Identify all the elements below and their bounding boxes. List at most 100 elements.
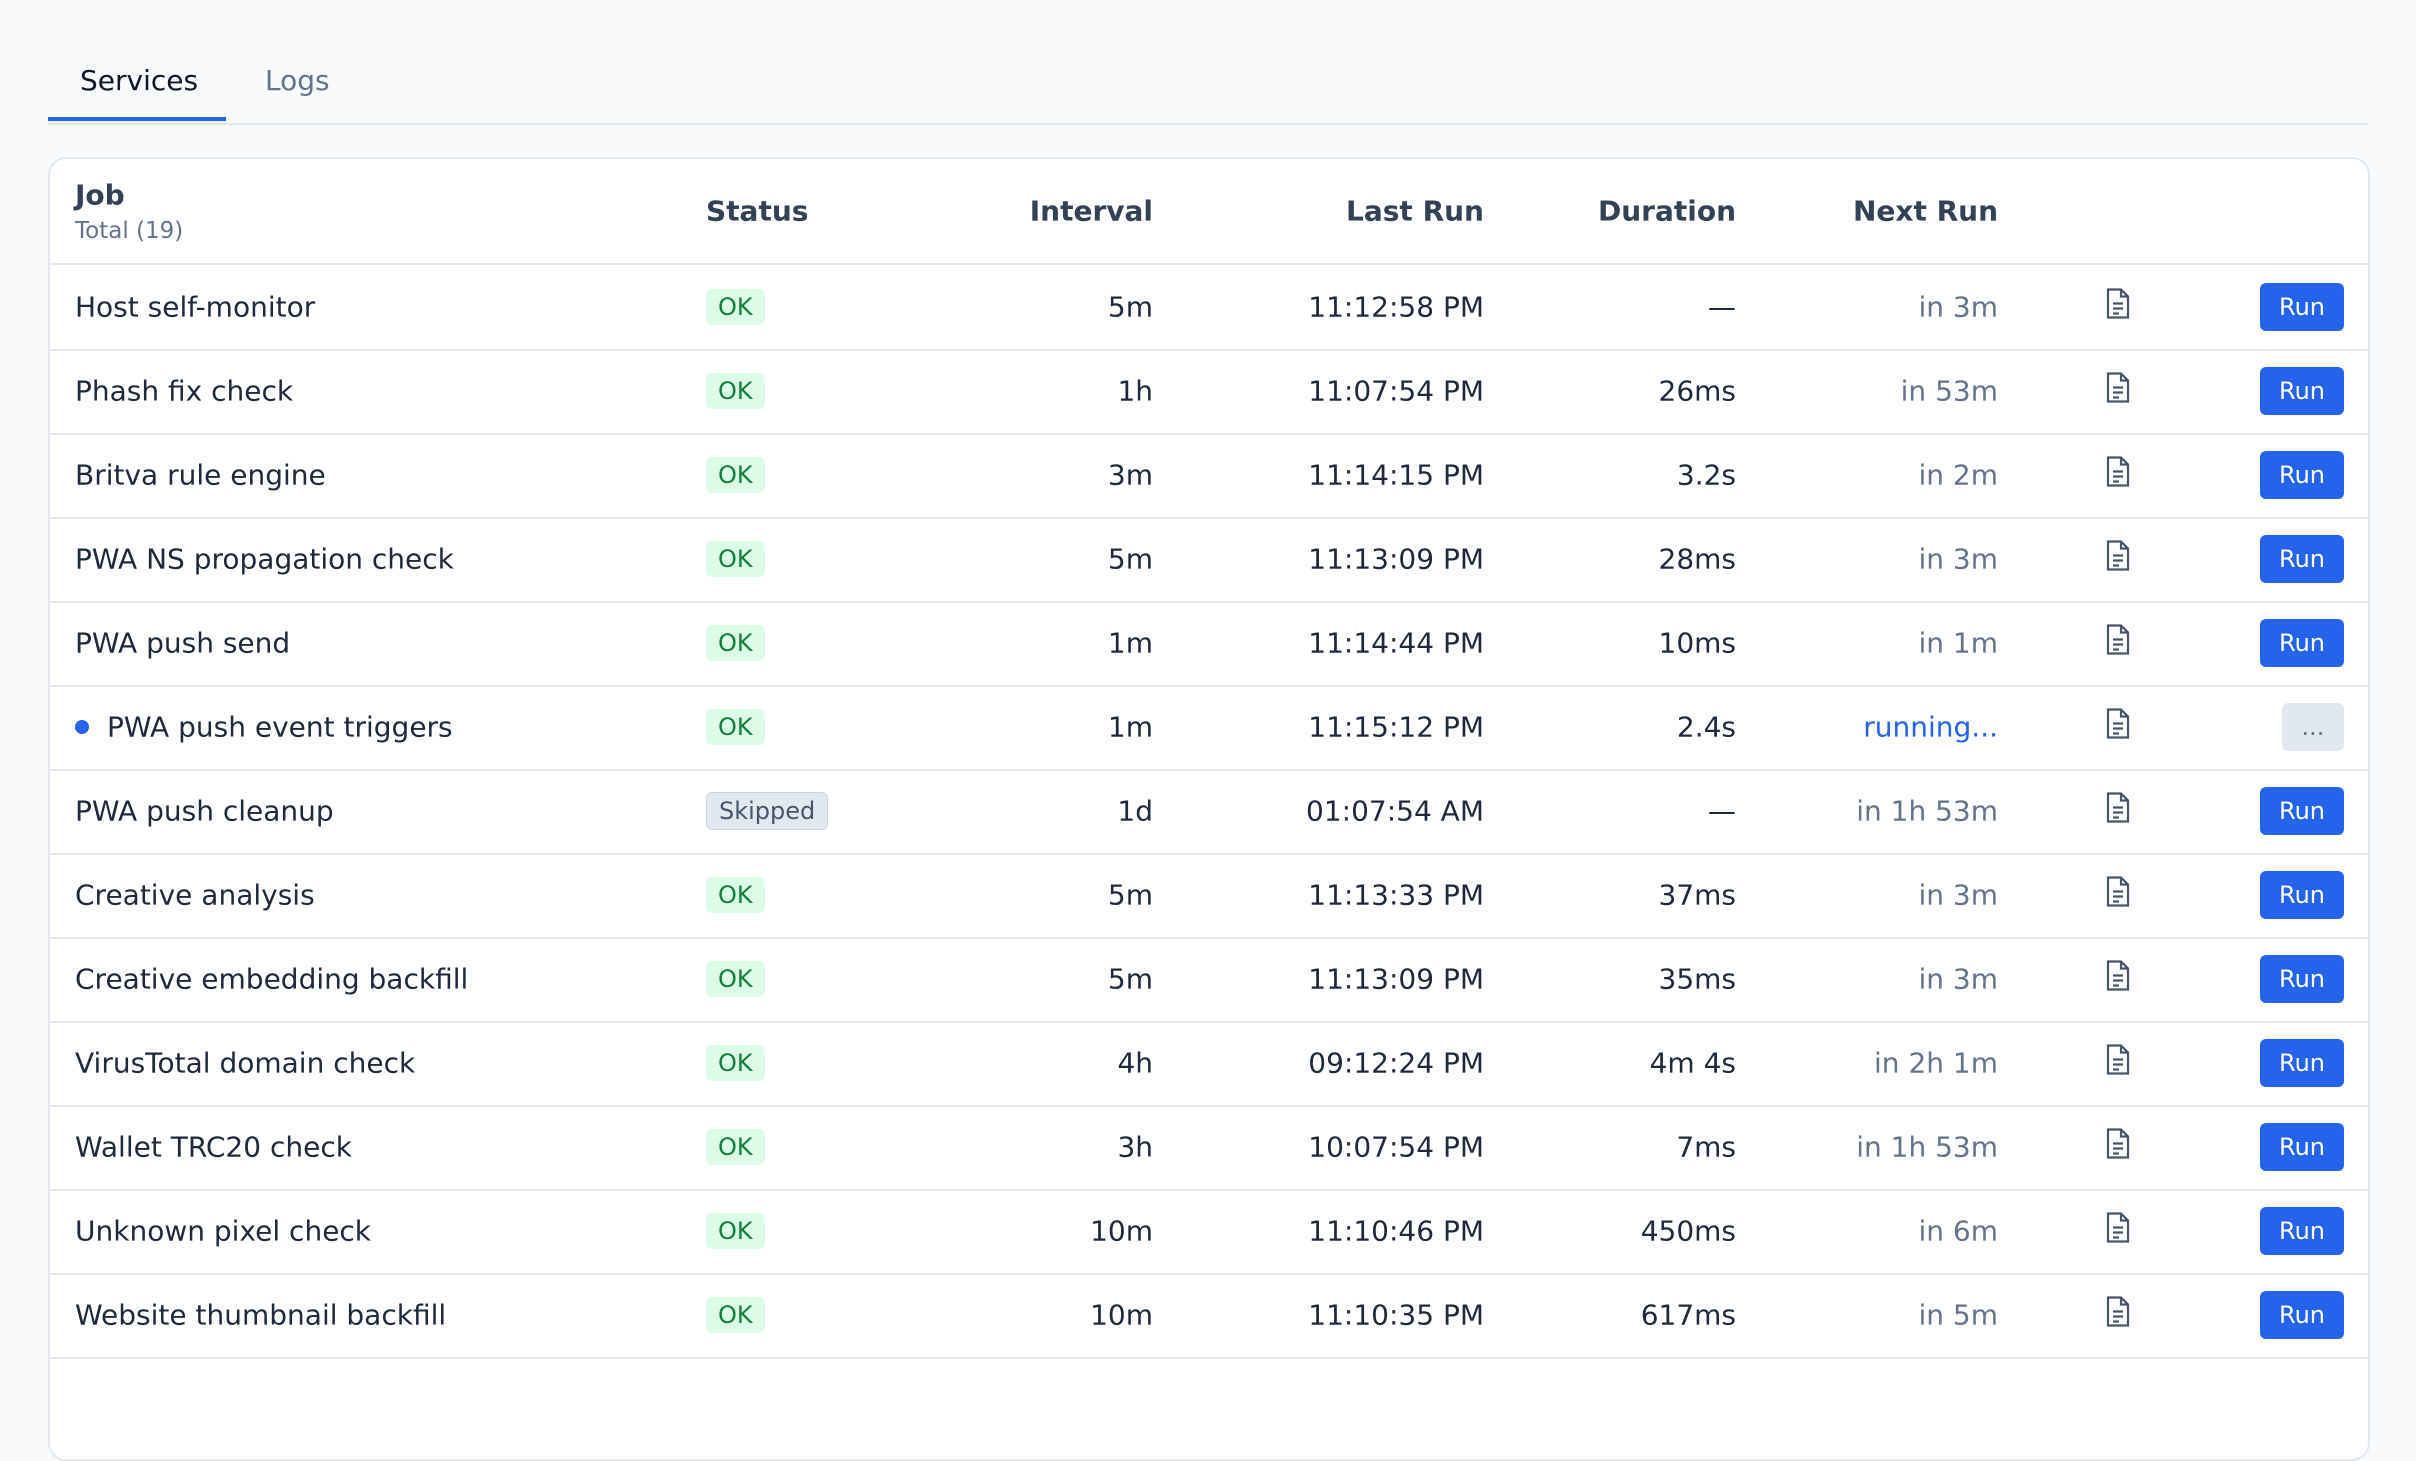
job-name: Unknown pixel check	[75, 1214, 372, 1248]
status-badge: OK	[706, 1129, 765, 1165]
last-run: 11:10:46 PM	[1308, 1214, 1484, 1248]
interval: 3m	[1107, 458, 1153, 492]
status-badge: OK	[706, 373, 765, 409]
page: Services Logs Job Total (19) Status Inte…	[48, 0, 2370, 1461]
tab-logs[interactable]: Logs	[265, 64, 330, 97]
run-button[interactable]: Run	[2260, 1123, 2344, 1171]
run-button[interactable]: Run	[2260, 955, 2344, 1003]
last-run: 11:13:09 PM	[1308, 542, 1484, 576]
next-run: in 3m	[1918, 962, 1998, 996]
interval: 1m	[1107, 710, 1153, 744]
total: Total (19)	[75, 218, 184, 244]
job-name: Britva rule engine	[75, 458, 326, 492]
duration: 26ms	[1658, 374, 1737, 408]
job-name: PWA NS propagation check	[75, 542, 454, 576]
job-name: Host self-monitor	[75, 290, 316, 324]
job-row: Phash fix check OK 1h 11:07:54 PM 26ms in 53m…	[50, 349, 2368, 435]
job-row: Britva rule engine OK 3m 11:14:15 PM 3.2s in …	[50, 433, 2368, 519]
last-run: 10:07:54 PM	[1308, 1130, 1484, 1164]
interval: 10m	[1090, 1214, 1153, 1248]
run-button[interactable]: Run	[2260, 1207, 2344, 1255]
last-run: 09:12:24 PM	[1308, 1046, 1484, 1080]
log-icon[interactable]	[2104, 960, 2132, 999]
last-run: 11:10:35 PM	[1308, 1298, 1484, 1332]
next-run: in 5m	[1918, 1298, 1998, 1332]
duration: 4m 4s	[1649, 1046, 1736, 1080]
log-icon[interactable]	[2104, 708, 2132, 747]
job-row: PWA NS propagation check OK 5m 11:13:09 PM 2…	[50, 517, 2368, 603]
log-icon[interactable]	[2104, 288, 2132, 327]
log-icon[interactable]	[2104, 372, 2132, 411]
next-run: running...	[1863, 710, 1998, 744]
run-button[interactable]: Run	[2260, 619, 2344, 667]
col-header: Last Run	[1346, 194, 1484, 228]
log-icon[interactable]	[2104, 1212, 2132, 1251]
job-name: Wallet TRC20 check	[75, 1130, 352, 1164]
job-name: PWA push send	[75, 626, 291, 660]
last-run: 11:14:15 PM	[1308, 458, 1484, 492]
run-button[interactable]: Run	[2260, 1291, 2344, 1339]
tab-services[interactable]: Services	[80, 64, 199, 97]
run-button[interactable]: Run	[2260, 535, 2344, 583]
run-button[interactable]: Run	[2260, 787, 2344, 835]
col-header: Job	[75, 178, 125, 212]
run-button[interactable]: Run	[2260, 283, 2344, 331]
job-name: PWA push event triggers	[107, 710, 453, 744]
interval: 5m	[1107, 542, 1153, 576]
log-icon[interactable]	[2104, 456, 2132, 495]
log-icon[interactable]	[2104, 1044, 2132, 1083]
col-header: Next Run	[1852, 194, 1998, 228]
last-run: 11:07:54 PM	[1308, 374, 1484, 408]
duration: 2.4s	[1676, 710, 1736, 744]
run-button[interactable]: ...	[2282, 703, 2344, 751]
job-name: PWA push cleanup	[75, 794, 334, 828]
job-name: Phash fix check	[75, 374, 294, 408]
header-row: Job Total (19) Status Interval Last Run …	[50, 159, 2368, 265]
job-row: Creative embedding backfill OK 5m 11:13:09 …	[50, 937, 2368, 1023]
duration: —	[1708, 794, 1736, 828]
duration: 7ms	[1676, 1130, 1736, 1164]
interval: 1h	[1117, 374, 1153, 408]
log-icon[interactable]	[2104, 792, 2132, 831]
job-name: Website thumbnail backfill	[75, 1298, 447, 1332]
duration: 10ms	[1658, 626, 1737, 660]
interval: 1m	[1107, 626, 1153, 660]
status-badge: OK	[706, 541, 765, 577]
job-row: Website thumbnail backfill OK 10m 11:10:35 …	[50, 1273, 2368, 1359]
duration: 450ms	[1640, 1214, 1736, 1248]
last-run: 11:14:44 PM	[1308, 626, 1484, 660]
last-run: 11:13:33 PM	[1308, 878, 1484, 912]
run-button[interactable]: Run	[2260, 367, 2344, 415]
log-icon[interactable]	[2104, 1296, 2132, 1335]
next-run: in 6m	[1918, 1214, 1998, 1248]
running-dot	[75, 720, 89, 734]
job-row: PWA push event triggers OK 1m 11:15:12 PM 2.…	[50, 685, 2368, 771]
job-name: Creative analysis	[75, 878, 315, 912]
status-badge: OK	[706, 961, 765, 997]
run-button[interactable]: Run	[2260, 1039, 2344, 1087]
job-row: VirusTotal domain check OK 4h 09:12:24 PM 4m…	[50, 1021, 2368, 1107]
status-badge: OK	[706, 1297, 765, 1333]
next-run: in 3m	[1918, 542, 1998, 576]
log-icon[interactable]	[2104, 540, 2132, 579]
tab-indicator	[48, 117, 226, 121]
tabs: Services Logs	[48, 0, 2368, 125]
last-run: 11:12:58 PM	[1308, 290, 1484, 324]
next-run: in 3m	[1918, 878, 1998, 912]
next-run: in 1h 53m	[1856, 1130, 1998, 1164]
duration: 35ms	[1658, 962, 1737, 996]
next-run: in 53m	[1900, 374, 1998, 408]
log-icon[interactable]	[2104, 624, 2132, 663]
interval: 5m	[1107, 878, 1153, 912]
col-header: Interval	[1029, 194, 1153, 228]
run-button[interactable]: Run	[2260, 451, 2344, 499]
status-badge: OK	[706, 625, 765, 661]
interval: 1d	[1117, 794, 1153, 828]
log-icon[interactable]	[2104, 876, 2132, 915]
job-row: Host self-monitor OK 5m 11:12:58 PM — in 3m Ru…	[50, 265, 2368, 351]
jobs-table: Job Total (19) Status Interval Last Run …	[48, 157, 2370, 1461]
job-row: PWA push cleanup Skipped 1d 01:07:54 AM — in …	[50, 769, 2368, 855]
log-icon[interactable]	[2104, 1128, 2132, 1167]
run-button[interactable]: Run	[2260, 871, 2344, 919]
status-badge: OK	[706, 1213, 765, 1249]
